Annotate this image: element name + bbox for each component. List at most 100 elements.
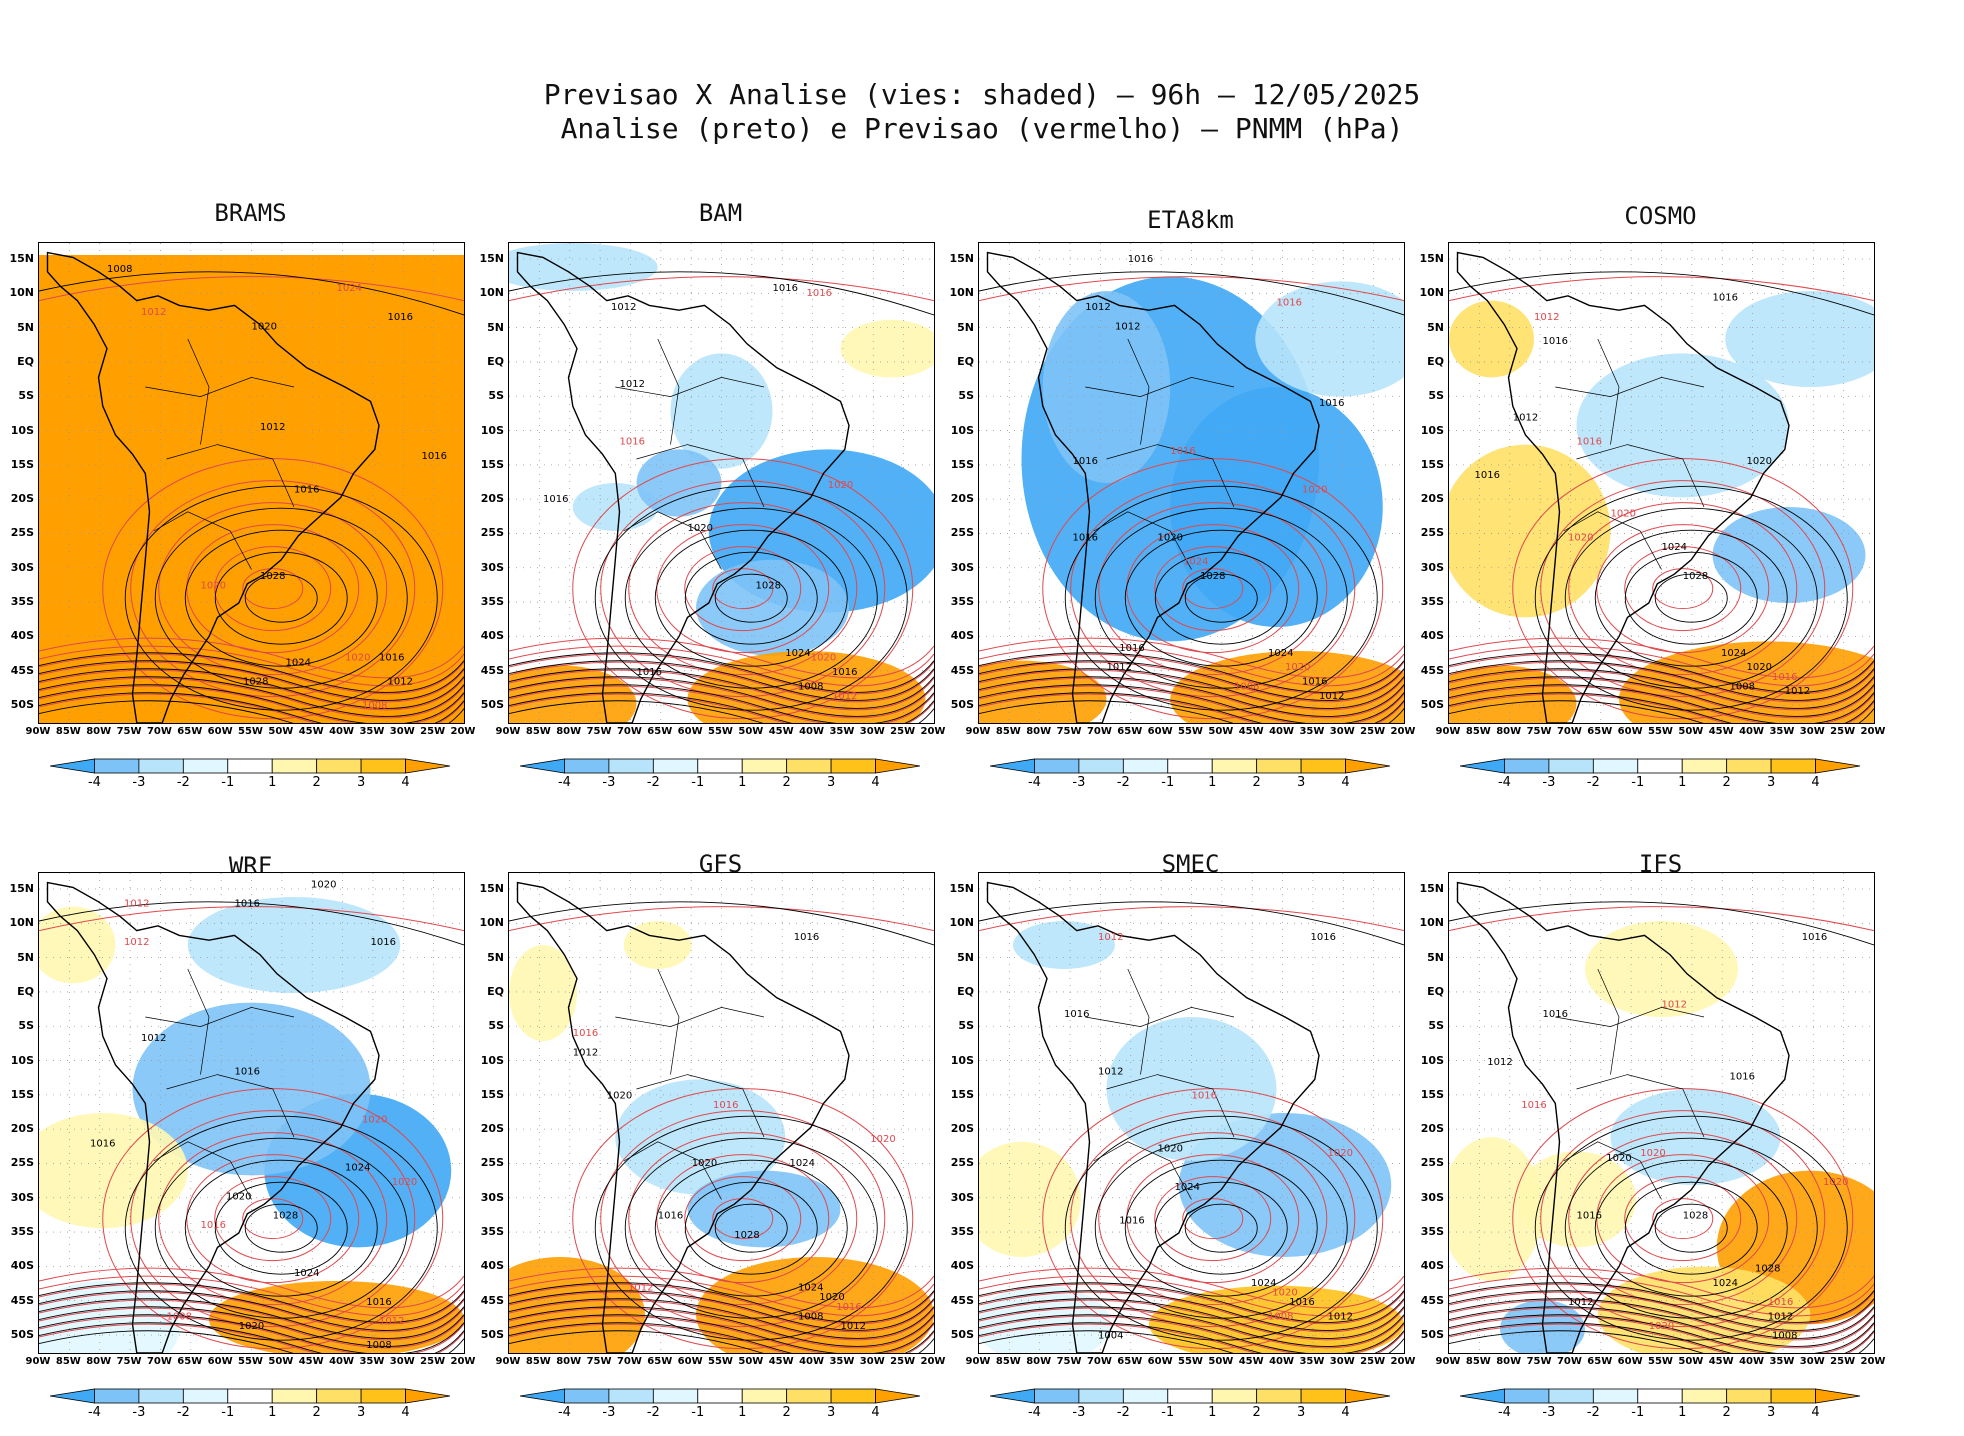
colorbar-segment <box>316 758 362 774</box>
bias-shading <box>1255 281 1404 397</box>
map-canvas: 1016 1016 1012 1012 1016 1016 1020 1020 1028 1024… <box>509 243 934 723</box>
lon-label: 90W <box>1435 726 1461 737</box>
lat-label: 40S <box>480 1259 504 1273</box>
lat-label: 35S <box>10 1225 34 1239</box>
lon-label: 80W <box>556 726 582 737</box>
lat-label: 45S <box>480 1293 504 1307</box>
south-america-coastline <box>46 881 380 1353</box>
pressure-label: 1028 <box>243 677 268 688</box>
lon-label: 25W <box>1360 1356 1386 1367</box>
colorbar <box>989 1388 1391 1404</box>
lat-label: 20S <box>1420 1122 1444 1136</box>
pressure-label: 1020 <box>1649 1321 1674 1332</box>
south-america-coastline <box>46 251 380 723</box>
lat-label: 25S <box>950 1156 974 1170</box>
pressure-label: 1016 <box>1073 456 1098 467</box>
forecast-contours <box>1449 276 1874 723</box>
lon-label: 25W <box>1360 726 1386 737</box>
colorbar-tick: 2 <box>1252 1405 1261 1420</box>
pressure-label: 1016 <box>832 667 857 678</box>
colorbar-segment <box>1681 758 1728 774</box>
colorbar-segment <box>182 758 229 774</box>
lon-label: 40W <box>1269 726 1295 737</box>
bias-shading <box>509 945 577 1041</box>
lat-label: 10S <box>10 423 34 437</box>
pressure-label: 1012 <box>124 937 149 948</box>
colorbar-tick: -3 <box>132 1405 146 1420</box>
lon-label: 50W <box>1208 1356 1234 1367</box>
colorbar-tick: -1 <box>221 1405 235 1420</box>
pressure-label: 1020 <box>1158 1143 1183 1154</box>
lon-label: 55W <box>1648 1356 1673 1367</box>
colorbar-segment <box>360 758 406 774</box>
pressure-label: 1020 <box>811 653 836 664</box>
lon-label: 65W <box>1117 1356 1143 1367</box>
lat-label: 5N <box>17 320 34 334</box>
pressure-label: 1008 <box>1234 681 1259 692</box>
lat-label: 40S <box>480 629 504 643</box>
pressure-label: 1016 <box>1521 1100 1546 1111</box>
lon-label: 20W <box>920 726 946 737</box>
country-borders <box>1085 338 1235 570</box>
colorbar-segment <box>1167 1388 1213 1404</box>
lat-label: 45S <box>480 663 504 677</box>
colorbar-segment <box>1300 758 1346 774</box>
lat-label: 30S <box>10 560 34 574</box>
lon-label: 60W <box>1617 726 1643 737</box>
pressure-label: 1024 <box>1268 648 1293 659</box>
lat-label: 15S <box>1420 1087 1444 1101</box>
colorbar-tick: 2 <box>1722 775 1731 790</box>
lon-label: 55W <box>238 1356 263 1367</box>
pressure-label: 1020 <box>252 321 277 332</box>
pressure-label: 1016 <box>713 1100 738 1111</box>
map-grid <box>1449 873 1874 1353</box>
colorbar-tick: -4 <box>1497 775 1511 790</box>
colorbar-segment <box>1122 1388 1169 1404</box>
colorbar-segment <box>1034 758 1080 774</box>
bias-shading <box>1610 1089 1781 1185</box>
pressure-label: 1016 <box>371 937 396 948</box>
colorbar-tick: 4 <box>1341 1405 1350 1420</box>
pressure-label: 1012 <box>832 691 857 702</box>
colorbar-tick: -2 <box>1116 1405 1130 1420</box>
lon-label: 70W <box>1086 1356 1112 1367</box>
pressure-label: 1016 <box>388 312 413 323</box>
colorbar-segment <box>697 1388 743 1404</box>
map-canvas: 1016 1016 1012 1012 1016 1016 1016 1020 1016 1020… <box>979 243 1404 723</box>
colorbar-tick: 4 <box>871 775 880 790</box>
bias-shading <box>979 1285 1111 1353</box>
lon-label: 40W <box>329 1356 355 1367</box>
pressure-label: 1020 <box>392 1177 417 1188</box>
lat-label: 5S <box>1428 1019 1444 1033</box>
analysis-contours <box>39 901 464 1353</box>
lat-label: 15S <box>950 457 974 471</box>
lon-label: 85W <box>1465 726 1491 737</box>
pressure-label: 1016 <box>1768 1297 1793 1308</box>
pressure-label: 1012 <box>1115 321 1140 332</box>
pressure-label: 1012 <box>1662 999 1687 1010</box>
bias-shading <box>687 1170 841 1248</box>
bias-shading <box>509 1257 645 1353</box>
lon-label: 90W <box>1435 1356 1461 1367</box>
pressure-label: 1016 <box>379 653 404 664</box>
pressure-label: 1020 <box>1611 509 1636 520</box>
lon-label: 60W <box>1617 1356 1643 1367</box>
map-grid <box>979 873 1404 1353</box>
lat-label: EQ <box>487 354 504 368</box>
lon-label: 30W <box>1329 726 1355 737</box>
colorbar-segment <box>1034 1388 1080 1404</box>
colorbar-segment <box>1504 758 1550 774</box>
lat-label: 5S <box>18 1019 34 1033</box>
lon-label: 65W <box>1587 1356 1613 1367</box>
lon-label: 55W <box>1178 1356 1203 1367</box>
forecast-contours <box>39 276 464 723</box>
analysis-contours <box>1449 271 1874 723</box>
colorbar-tick: 4 <box>401 775 410 790</box>
pressure-label: 1028 <box>260 571 285 582</box>
lon-label: 40W <box>1269 1356 1295 1367</box>
pressure-label: 1020 <box>1606 1153 1631 1164</box>
lat-label: 25S <box>10 1156 34 1170</box>
pressure-label: 1020 <box>1640 1148 1665 1159</box>
lon-label: 80W <box>1026 726 1052 737</box>
colorbar-segment <box>1726 758 1772 774</box>
